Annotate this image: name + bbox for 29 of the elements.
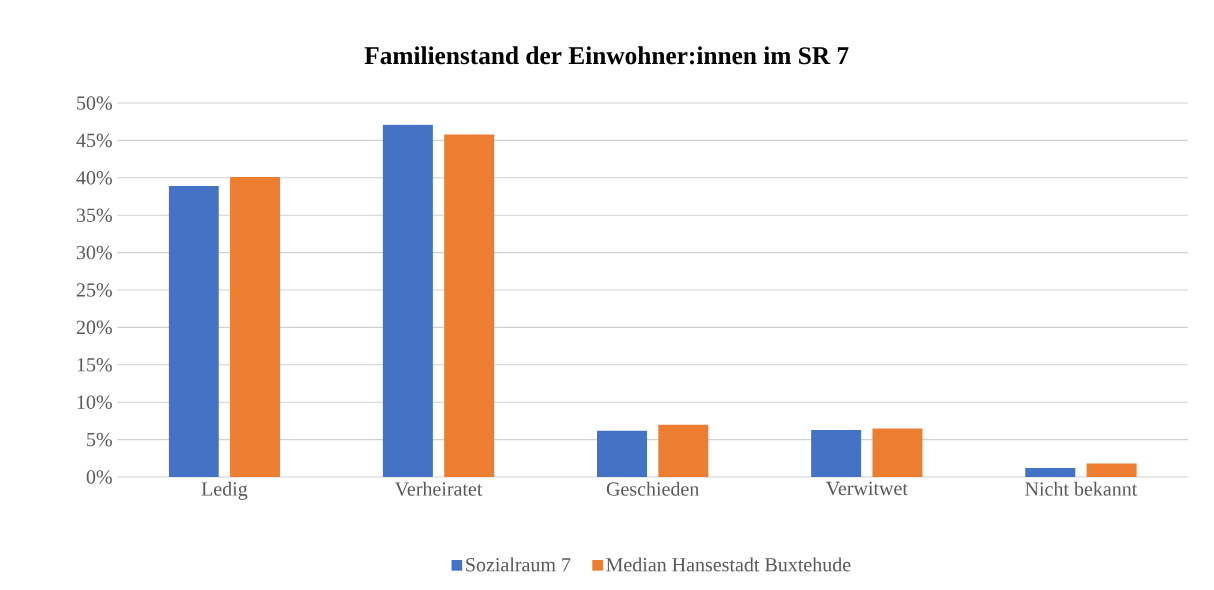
bar xyxy=(168,186,219,477)
y-tick-label: 35% xyxy=(76,208,112,222)
x-tick-label: Nicht bekannt xyxy=(1025,481,1138,496)
y-tick-label: 50% xyxy=(77,96,112,110)
y-tick-label: 30% xyxy=(76,245,112,260)
legend-label: Median Hansestadt Buxtehude xyxy=(606,557,851,572)
bar xyxy=(1086,463,1137,477)
bar xyxy=(382,124,433,477)
bar xyxy=(597,430,647,477)
bar xyxy=(230,177,281,477)
y-tick-label: 15% xyxy=(77,358,112,372)
y-tick-label: 25% xyxy=(76,283,112,297)
y-tick-label: 0% xyxy=(86,470,112,484)
y-tick-label: 40% xyxy=(76,171,112,185)
x-tick-label: Ledig xyxy=(201,481,248,500)
y-tick-label: 20% xyxy=(76,320,112,335)
bar xyxy=(872,428,923,477)
chart-title: Familienstand der Einwohner:innen im SR 7 xyxy=(364,46,849,65)
legend-label: Sozialraum 7 xyxy=(466,557,571,572)
bar xyxy=(1025,468,1076,477)
y-tick-label: 5% xyxy=(87,432,112,447)
bar xyxy=(658,424,709,477)
x-tick-label: Geschieden xyxy=(606,481,700,496)
bar xyxy=(811,429,862,477)
x-tick-label: Verheiratet xyxy=(394,481,483,496)
y-tick-label: 45% xyxy=(76,133,112,148)
y-tick-label: 10% xyxy=(77,395,112,409)
bar xyxy=(444,134,495,477)
x-tick-label: Verwitwet xyxy=(825,481,908,496)
